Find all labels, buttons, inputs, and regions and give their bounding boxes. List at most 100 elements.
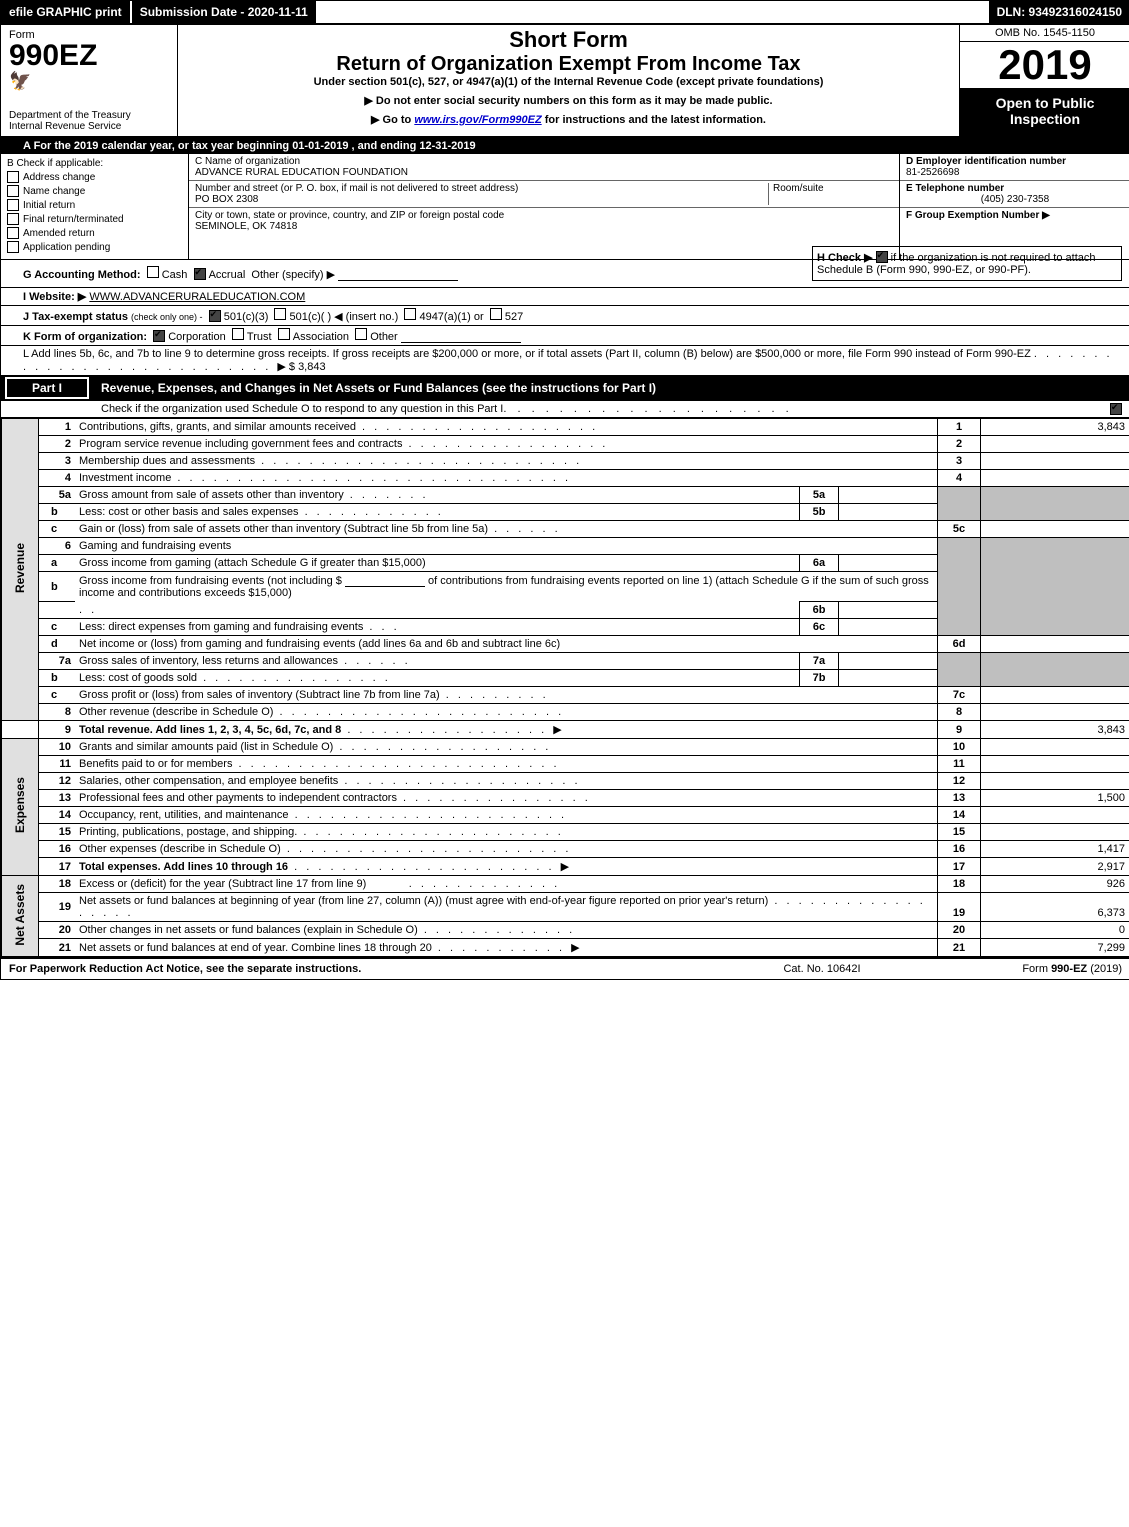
opt-527: 527 [505, 311, 523, 323]
linenum: 8 [39, 704, 76, 721]
section-l: L Add lines 5b, 6c, and 7b to line 9 to … [1, 346, 1129, 375]
checkbox-icon[interactable] [7, 241, 19, 253]
desc-text: Grants and similar amounts paid (list in… [79, 741, 333, 753]
desc-empty: . . [75, 602, 800, 619]
amount [981, 773, 1129, 790]
desc: Other revenue (describe in Schedule O) .… [75, 704, 938, 721]
goto-link[interactable]: www.irs.gov/Form990EZ [414, 114, 541, 126]
grey-cell [981, 653, 1129, 687]
chk-501c3[interactable] [209, 310, 221, 322]
chk-name-change[interactable]: Name change [7, 185, 182, 197]
grey-cell [981, 538, 1129, 636]
line-l-value: 3,843 [298, 361, 326, 373]
checkbox-icon[interactable] [7, 227, 19, 239]
street-value: PO BOX 2308 [195, 194, 258, 205]
line-20: 20 Other changes in net assets or fund b… [2, 922, 1129, 939]
sub-label: 7b [800, 670, 839, 687]
arrow: ▶ [571, 942, 579, 954]
linenum: d [39, 636, 76, 653]
checkbox-icon[interactable] [7, 213, 19, 225]
chk-accrual[interactable] [194, 268, 206, 280]
section-b-label: B Check if applicable: [7, 158, 182, 169]
desc-text: Printing, publications, postage, and shi… [79, 826, 297, 838]
desc-text: Gross amount from sale of assets other t… [79, 489, 344, 501]
linenum: 6 [39, 538, 76, 555]
footer-left: For Paperwork Reduction Act Notice, see … [9, 963, 722, 975]
col-num: 16 [938, 841, 981, 858]
chk-cash[interactable] [147, 266, 159, 278]
chk-schedule-o[interactable] [1110, 403, 1122, 415]
desc-text: Gross profit or (loss) from sales of inv… [79, 689, 440, 701]
section-d: D Employer identification number 81-2526… [900, 154, 1129, 181]
form-number: 990EZ [9, 41, 169, 71]
opt-4947a1: 4947(a)(1) or [419, 311, 483, 323]
goto-prefix: ▶ Go to [371, 114, 414, 126]
section-def: D Employer identification number 81-2526… [899, 154, 1129, 259]
col-num: 6d [938, 636, 981, 653]
sub-label: 6b [800, 602, 839, 619]
efile-graphic-print[interactable]: efile GRAPHIC print [1, 1, 130, 23]
other-specify-field[interactable] [338, 268, 458, 281]
room-label: Room/suite [773, 183, 824, 194]
chk-final-return[interactable]: Final return/terminated [7, 213, 182, 225]
checkbox-icon[interactable] [7, 171, 19, 183]
line-17: 17 Total expenses. Add lines 10 through … [2, 858, 1129, 876]
col-num: 4 [938, 470, 981, 487]
desc: Less: cost or other basis and sales expe… [75, 504, 800, 521]
line-10: Expenses 10 Grants and similar amounts p… [2, 739, 1129, 756]
cash-label: Cash [162, 269, 188, 281]
chk-trust[interactable] [232, 328, 244, 340]
sub-value [839, 555, 938, 572]
org-name-value: ADVANCE RURAL EDUCATION FOUNDATION [195, 167, 408, 178]
line-2: 2 Program service revenue including gove… [2, 436, 1129, 453]
checkbox-icon[interactable] [7, 185, 19, 197]
contributions-field[interactable] [345, 574, 425, 587]
chk-address-change[interactable]: Address change [7, 171, 182, 183]
desc-text: Net assets or fund balances at end of ye… [79, 942, 432, 954]
tax-exempt-label: J Tax-exempt status [23, 311, 128, 323]
dots: . . . . . . . . . . . . . . . . . . . . [356, 421, 598, 433]
sub-label: 6a [800, 555, 839, 572]
linenum: 11 [39, 756, 76, 773]
linenum: a [39, 555, 76, 572]
line-l-text: L Add lines 5b, 6c, and 7b to line 9 to … [23, 348, 1031, 360]
col-num: 21 [938, 939, 981, 957]
desc: Net assets or fund balances at beginning… [75, 893, 938, 922]
sub-value [839, 653, 938, 670]
desc-text: Net assets or fund balances at beginning… [79, 895, 768, 907]
expenses-label: Expenses [13, 777, 27, 833]
desc-text: Investment income [79, 472, 171, 484]
amount: 3,843 [981, 721, 1129, 739]
chk-other-org[interactable] [355, 328, 367, 340]
chk-4947a1[interactable] [404, 308, 416, 320]
chk-initial-return[interactable]: Initial return [7, 199, 182, 211]
linenum: b [39, 504, 76, 521]
desc-text: Gaming and fundraising events [75, 538, 938, 555]
dots: . . . [363, 621, 399, 633]
chk-amended-return[interactable]: Amended return [7, 227, 182, 239]
checkbox-icon[interactable] [7, 199, 19, 211]
omb-number: OMB No. 1545-1150 [960, 25, 1129, 42]
chk-schedule-b[interactable] [876, 251, 888, 263]
dots: . . [79, 604, 97, 616]
chk-application-pending[interactable]: Application pending [7, 241, 182, 253]
submission-date: Submission Date - 2020-11-11 [130, 1, 316, 23]
sub-label: 5a [800, 487, 839, 504]
form-of-org-label: K Form of organization: [23, 331, 147, 343]
other-org-field[interactable] [401, 330, 521, 343]
opt-corp: Corporation [168, 331, 225, 343]
col-num: 20 [938, 922, 981, 939]
line-3: 3 Membership dues and assessments . . . … [2, 453, 1129, 470]
chk-association[interactable] [278, 328, 290, 340]
grey-cell [938, 653, 981, 687]
revenue-rotate: Revenue [2, 419, 39, 721]
opt-trust: Trust [247, 331, 272, 343]
check-o-text: Check if the organization used Schedule … [101, 403, 503, 415]
chk-corporation[interactable] [153, 330, 165, 342]
line-5a: 5a Gross amount from sale of assets othe… [2, 487, 1129, 504]
chk-527[interactable] [490, 308, 502, 320]
amount [981, 704, 1129, 721]
col-num: 7c [938, 687, 981, 704]
desc: Occupancy, rent, utilities, and maintena… [75, 807, 938, 824]
chk-501c[interactable] [274, 308, 286, 320]
